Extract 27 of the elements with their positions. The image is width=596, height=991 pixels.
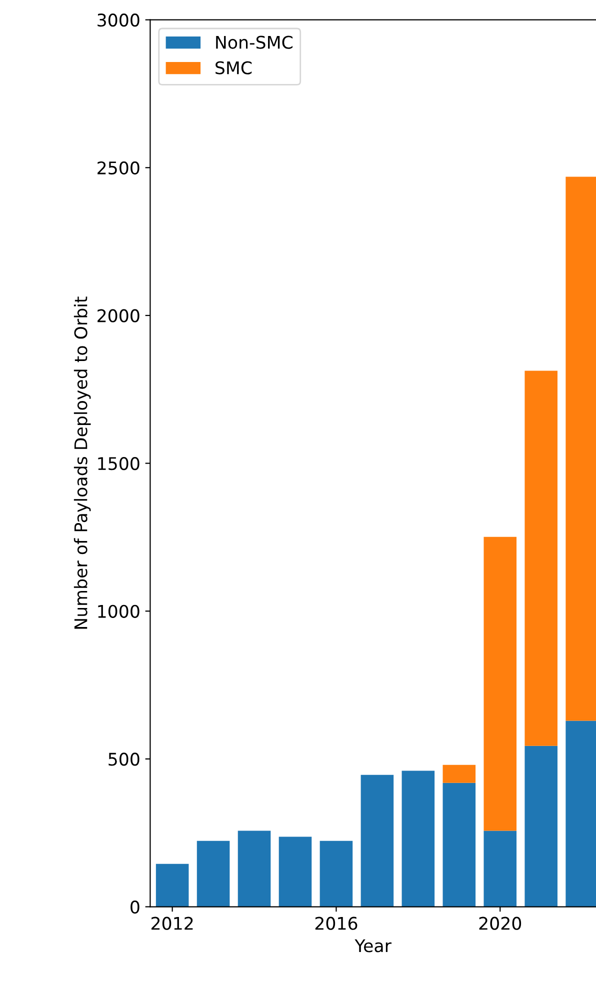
bar — [442, 764, 476, 783]
bar — [524, 746, 558, 907]
legend-label: SMC — [216, 61, 252, 74]
y-tick-label: 1000 — [98, 604, 140, 618]
y-tick-label: 2000 — [98, 309, 140, 322]
bar — [156, 864, 189, 907]
bar — [484, 830, 517, 907]
y-axis-title: Number of Payloads Deployed to Orbit — [74, 296, 91, 629]
y-tick-label: 0 — [130, 900, 140, 914]
x-tick-label: 2012 — [152, 916, 193, 930]
bar — [238, 830, 271, 907]
bar — [360, 774, 394, 907]
y-tick-label: 500 — [108, 752, 140, 766]
bar — [524, 370, 558, 746]
bar — [278, 836, 312, 907]
x-tick-label: 2016 — [315, 916, 358, 930]
bar — [320, 840, 353, 907]
bar — [442, 782, 476, 907]
bar — [196, 840, 230, 907]
bar — [402, 770, 435, 907]
bar — [484, 536, 517, 831]
y-tick-label: 1500 — [98, 457, 140, 470]
y-tick-label: 3000 — [98, 14, 140, 27]
x-tick-label: 2020 — [479, 916, 522, 930]
legend-label: Non-SMC — [216, 36, 292, 49]
x-axis-title: Year — [354, 939, 392, 952]
y-tick-label: 2500 — [98, 161, 140, 174]
